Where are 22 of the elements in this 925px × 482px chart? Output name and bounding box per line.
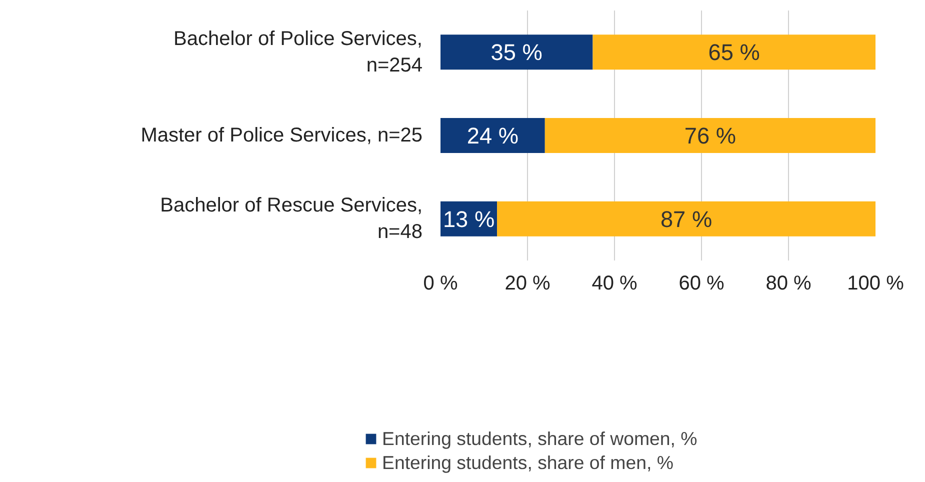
y-tick-label: Bachelor of Rescue Services, n=48: [160, 194, 423, 244]
x-tick-label: 100 %: [847, 272, 904, 294]
y-tick-label: Master of Police Services, n=25: [140, 124, 422, 146]
x-tick-label: 60 %: [678, 272, 725, 294]
data-label: 13 %: [442, 206, 495, 232]
data-label: 35 %: [490, 39, 542, 66]
x-tick-label: 20 %: [504, 272, 551, 294]
bar: [544, 118, 876, 153]
legend-label: Entering students, share of women, %: [382, 428, 698, 450]
bar: [440, 118, 545, 153]
y-tick-label: Bachelor of Police Services, n=254: [173, 28, 423, 76]
bar: [440, 34, 593, 70]
x-tick-label: 80 %: [766, 272, 812, 294]
data-label: 65 %: [708, 39, 760, 66]
data-label: 24 %: [466, 122, 519, 148]
bar: [592, 34, 876, 70]
bar: [497, 201, 876, 236]
legend-label: Entering students, share of men, %: [382, 452, 674, 474]
data-label: 87 %: [660, 206, 712, 232]
data-label: 76 %: [684, 122, 736, 148]
x-tick-label: 0 %: [423, 272, 458, 294]
x-tick-label: 40 %: [592, 272, 638, 294]
